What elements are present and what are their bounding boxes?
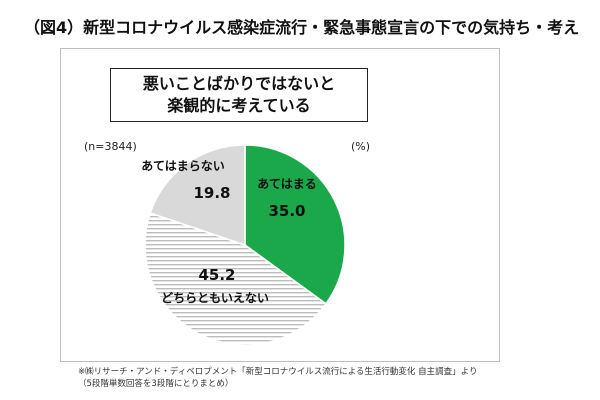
slice-label-2: どちらともいえない bbox=[161, 291, 269, 305]
question-line-1: 悪いことばかりではないと bbox=[142, 74, 336, 93]
slice-value-1: 35.0 bbox=[268, 202, 305, 220]
sample-size-label: (n=3844) bbox=[84, 140, 137, 153]
unit-label: (%) bbox=[351, 140, 371, 153]
pie-slice-3 bbox=[149, 144, 246, 247]
question-line-2: 楽観的に考えている bbox=[167, 96, 311, 115]
slice-label-1: あてはまる bbox=[257, 177, 317, 191]
footnote-line-1: ※㈱リサーチ・アンド・ディベロプメント「新型コロナウイルス流行による生活行動変化… bbox=[78, 367, 478, 377]
pie-slice-1 bbox=[244, 144, 346, 305]
slice-label-3: あてはまらない bbox=[141, 159, 225, 173]
question-box: 悪いことばかりではないと 楽観的に考えている bbox=[110, 68, 368, 122]
chart-title: （図4）新型コロナウイルス感染症流行・緊急事態宣言の下での気持ち・考え bbox=[24, 18, 580, 37]
footnote-line-2: （5段階単数回答を3段階にとりまとめ） bbox=[78, 379, 234, 389]
pie-slice-2 bbox=[144, 211, 327, 346]
footnote: ※㈱リサーチ・アンド・ディベロプメント「新型コロナウイルス流行による生活行動変化… bbox=[78, 366, 477, 390]
slice-value-2: 45.2 bbox=[198, 266, 235, 284]
slice-value-3: 19.8 bbox=[193, 184, 230, 202]
